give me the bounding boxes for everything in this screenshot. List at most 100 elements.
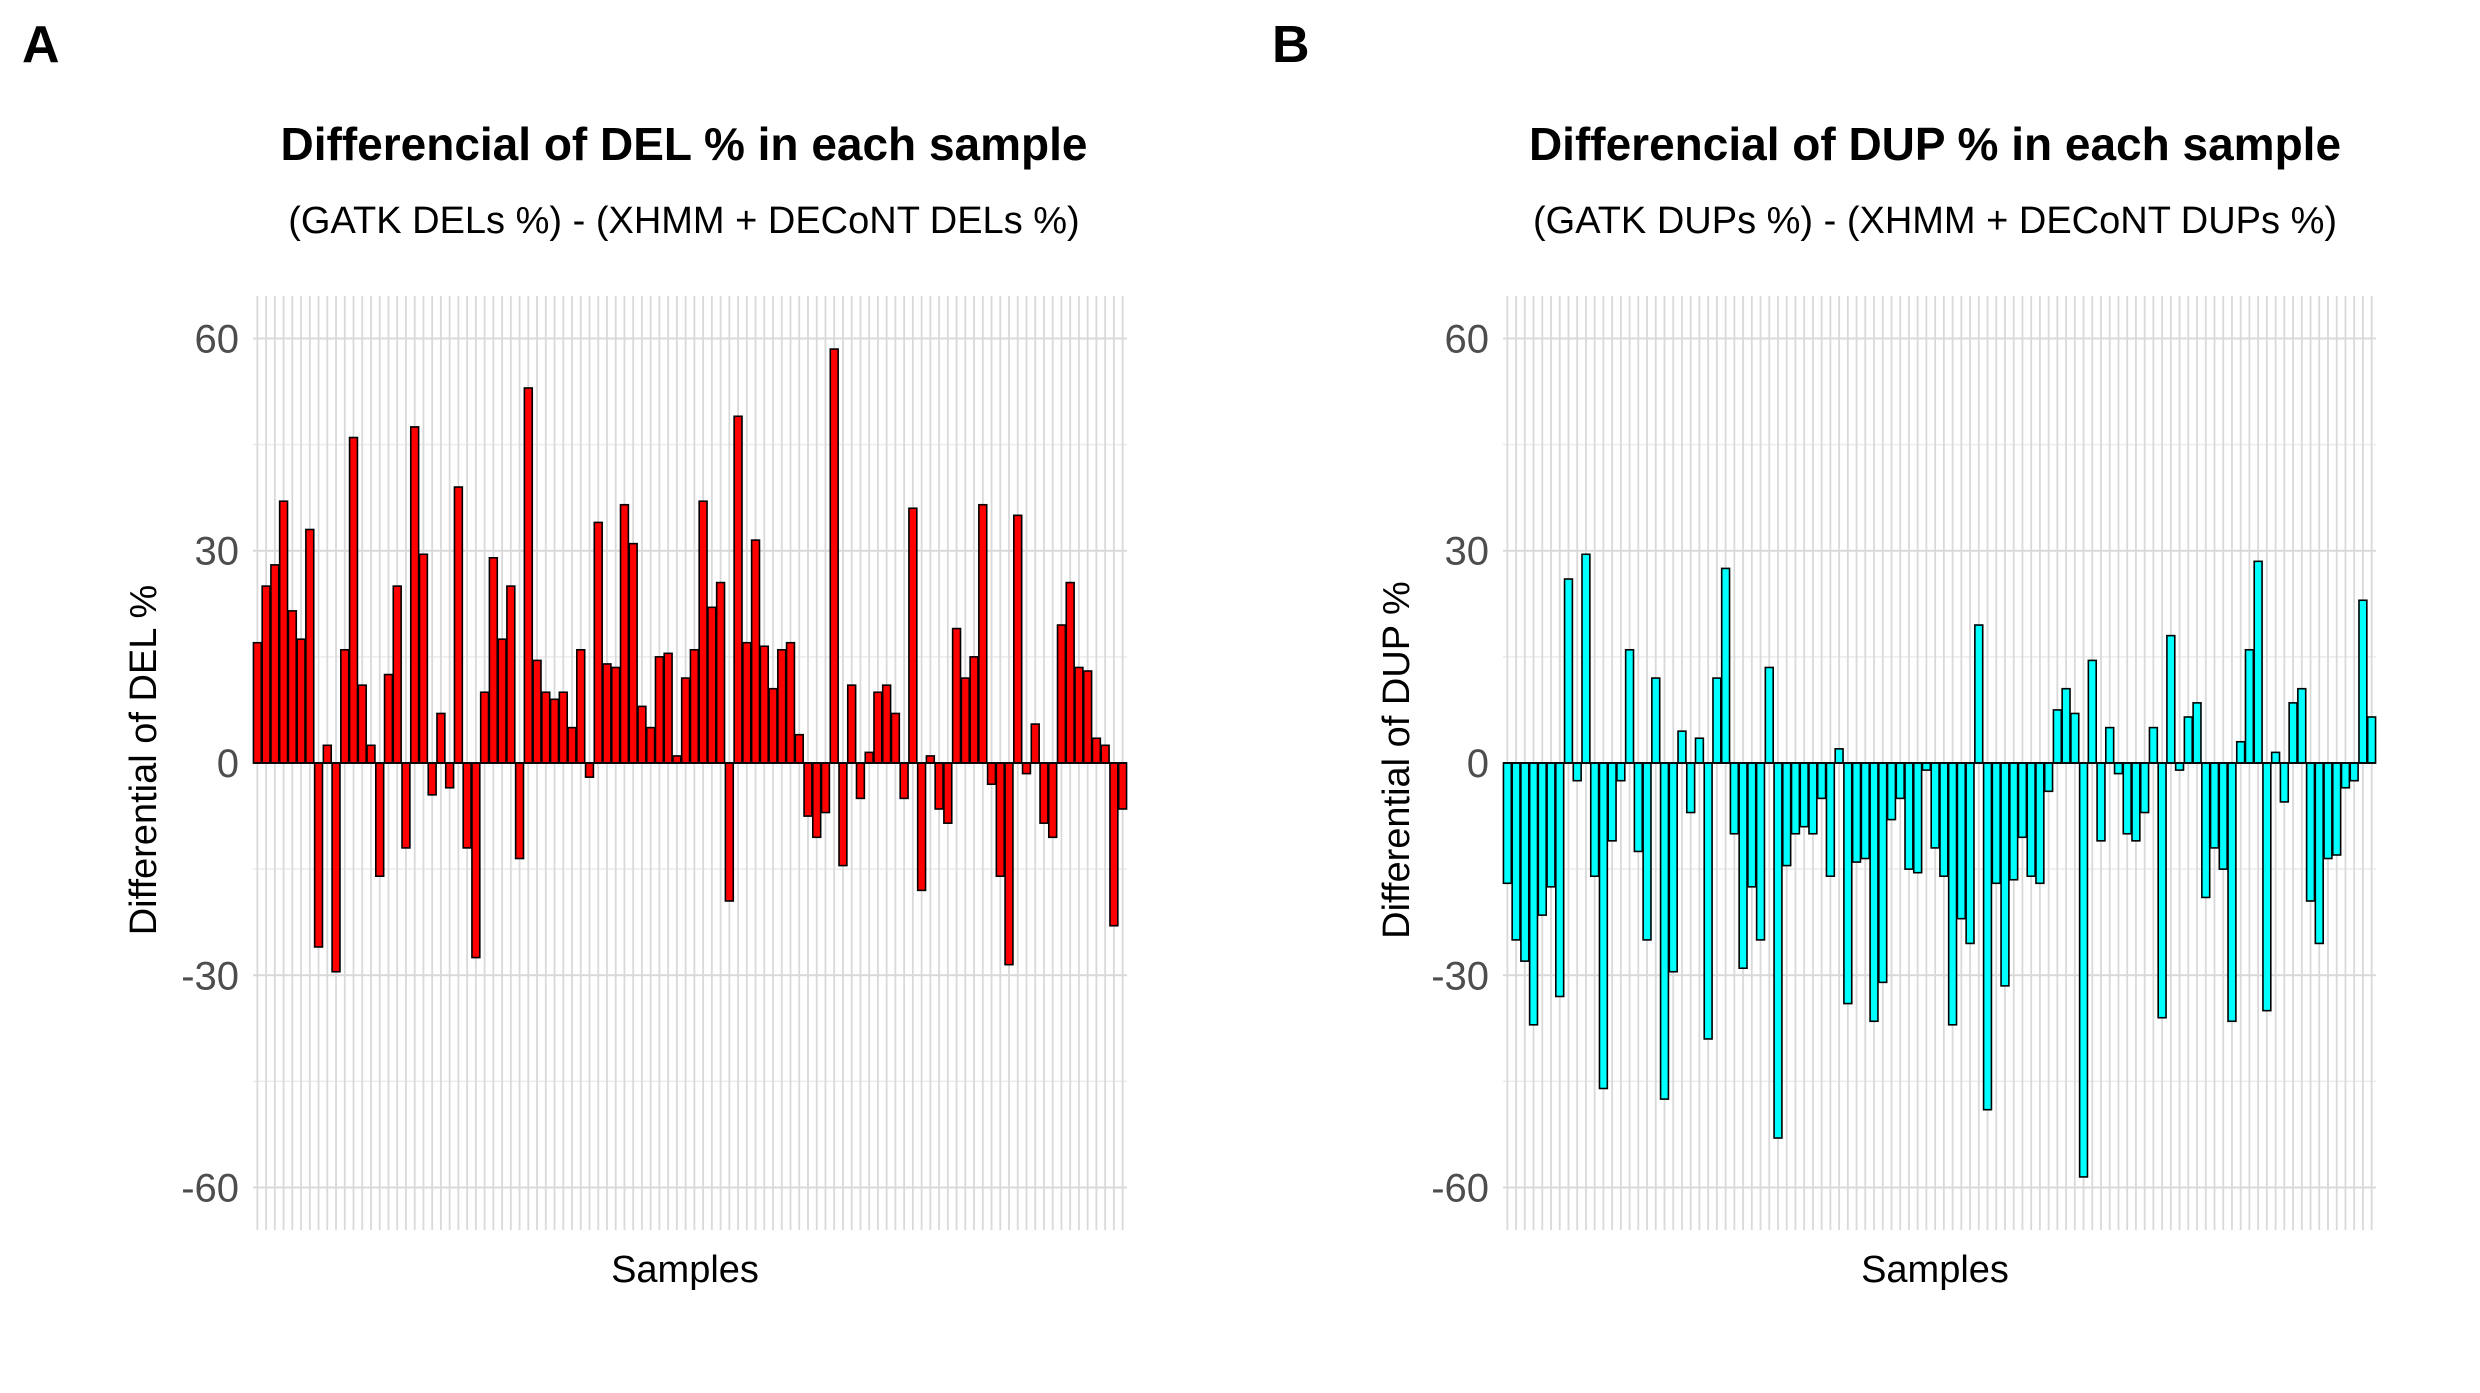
bar [2096,762,2106,842]
bar [803,762,813,817]
bar [444,762,455,789]
bar [969,656,979,764]
bar [1651,677,1661,764]
bar [1555,762,1565,998]
bar [1738,762,1748,969]
bar [2183,716,2194,764]
bar [584,762,595,778]
bar [296,638,306,764]
bar [995,762,1006,878]
bar [436,712,446,764]
bar [1021,762,1032,775]
y-tick-label: -60 [1431,1167,1489,1211]
bar [593,521,603,764]
bar [820,762,831,814]
bar [270,564,280,764]
bar [2349,762,2359,782]
bar [2235,740,2246,764]
bar [2305,762,2316,902]
bar [768,687,778,764]
bar [506,585,516,764]
y-tick-label: -60 [181,1167,239,1211]
bar [1974,624,1984,764]
bar [1537,762,1548,916]
bar [1930,762,1940,849]
bar [680,677,691,764]
bar [1843,762,1853,1005]
bar [925,755,936,764]
y-tick-label: 0 [1467,742,1489,786]
bar [1685,762,1696,814]
bar [1947,762,1958,1026]
bar [1528,762,1539,1026]
bar [1878,762,1888,984]
bar [576,648,586,764]
bar [1109,762,1119,927]
bar [645,726,656,764]
bar [2314,762,2324,945]
bar [1747,762,1757,888]
bar [558,691,569,764]
bar [427,762,437,796]
bar [2323,762,2333,860]
bar [1886,762,1897,821]
bar [951,627,962,764]
bar [1624,648,1635,764]
bar [1773,762,1783,1139]
bar [1117,762,1128,810]
bar [654,656,665,764]
bar [532,659,542,764]
bar [1816,762,1827,800]
chart-title-a: Differencial of DEL % in each sample [281,118,1088,170]
y-tick-label: -30 [181,954,239,998]
bar [418,553,429,764]
bar [1013,514,1023,764]
bar [471,762,481,959]
bar [401,762,411,849]
bar [1712,677,1722,764]
bar [2122,762,2132,835]
y-tick-label: -30 [1431,954,1489,998]
bar [750,539,761,764]
bar [1790,762,1801,835]
bar [252,641,263,764]
panel-a: A Differencial of DEL % in each sample (… [22,16,1128,1291]
bar [1607,762,1617,842]
bar [986,762,997,786]
bar [340,648,350,764]
bar [785,641,796,764]
bar [855,762,866,800]
bar [2358,599,2368,764]
bar [1703,762,1713,1040]
bar [2026,762,2036,878]
bar [759,645,770,764]
bar [829,348,839,764]
bar [628,542,638,764]
bar [1895,762,1905,800]
bar [1030,723,1040,764]
bar [2279,762,2290,803]
bar [1572,762,1582,782]
bar [462,762,472,849]
bar [794,733,804,764]
bars-a [252,348,1128,973]
y-tick-label: 60 [195,317,240,361]
bar [2078,762,2089,1178]
bar [2113,762,2124,775]
bar [1834,748,1844,764]
bar [689,648,700,764]
bar [523,387,534,764]
bar [619,503,630,764]
bar [1633,762,1644,853]
bar [2000,762,2010,987]
bar [777,648,787,764]
bar [1004,762,1014,966]
bar [2192,702,2202,764]
panel-letter-b: B [1272,16,1310,74]
chart-subtitle-a: (GATK DELs %) - (XHMM + DECoNT DELs %) [288,200,1079,242]
bar [602,663,612,764]
bar [2297,687,2307,764]
bar [2035,762,2045,885]
bar [1502,762,1513,885]
y-tick-label: 30 [1445,530,1490,574]
